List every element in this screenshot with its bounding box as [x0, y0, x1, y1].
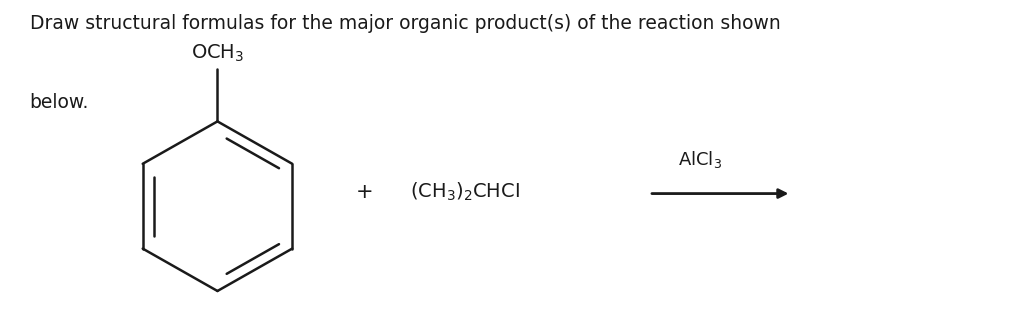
Text: OCH$_3$: OCH$_3$ [190, 43, 244, 64]
Text: below.: below. [30, 93, 89, 111]
Text: (CH$_3$)$_2$CHCI: (CH$_3$)$_2$CHCI [411, 181, 520, 203]
Text: AlCl$_3$: AlCl$_3$ [678, 149, 722, 170]
Text: Draw structural formulas for the major organic product(s) of the reaction shown: Draw structural formulas for the major o… [30, 14, 780, 33]
Text: +: + [356, 182, 374, 202]
